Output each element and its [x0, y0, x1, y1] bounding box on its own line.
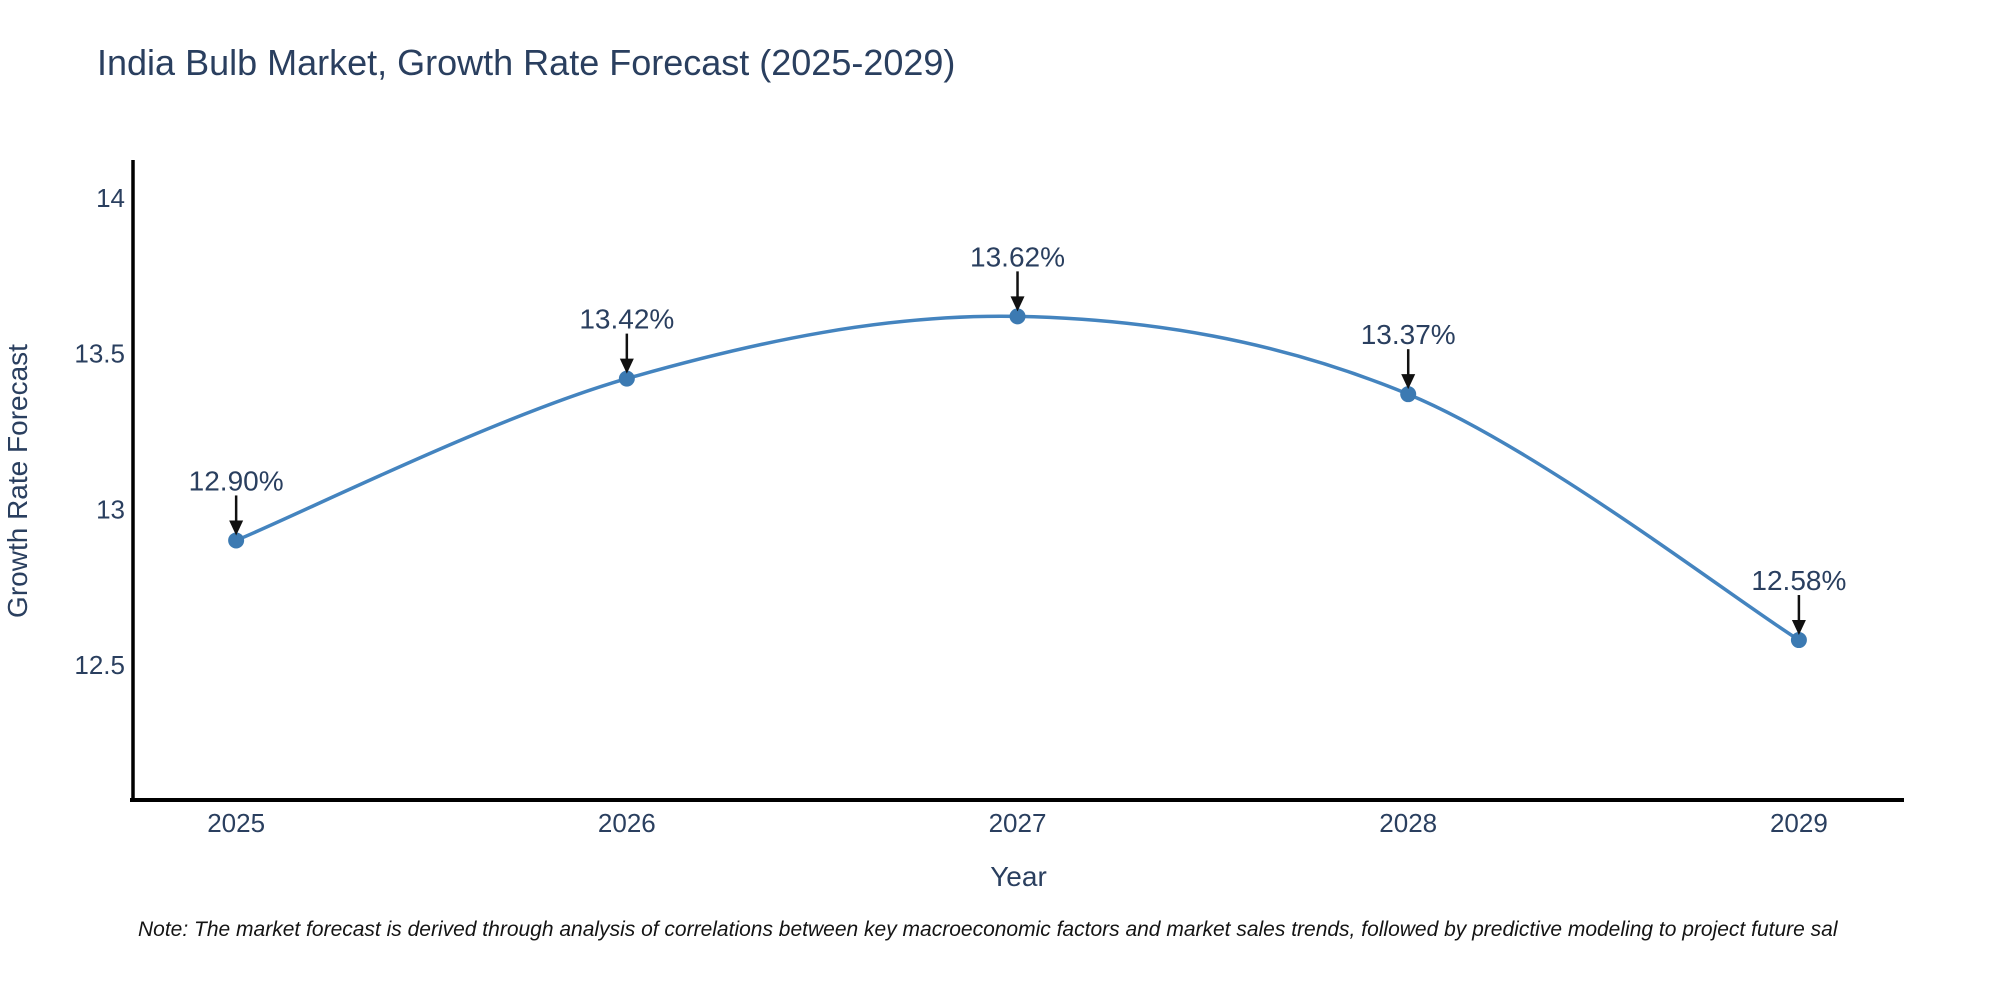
data-point-marker — [228, 532, 245, 549]
x-tick-label: 2028 — [1379, 808, 1437, 838]
annotation-arrowhead-icon — [1010, 296, 1025, 312]
annotation-label: 12.90% — [189, 465, 284, 496]
annotation-label: 13.62% — [970, 241, 1065, 272]
trend-line — [234, 314, 1801, 642]
data-point-marker — [1400, 386, 1417, 403]
y-tick-label: 12.5 — [74, 650, 125, 680]
data-point-marker — [1790, 632, 1807, 649]
y-tick-label: 14 — [96, 183, 125, 213]
y-tick-label: 13.5 — [74, 339, 125, 369]
annotation-label: 13.42% — [579, 304, 674, 335]
chart-footnote: Note: The market forecast is derived thr… — [138, 918, 1838, 941]
annotation-arrowhead-icon — [1401, 374, 1416, 390]
x-tick-label: 2029 — [1770, 808, 1828, 838]
x-tick-label: 2025 — [207, 808, 265, 838]
annotation-arrowhead-icon — [1791, 620, 1806, 636]
annotation-arrowhead-icon — [619, 358, 634, 374]
data-point-marker — [1009, 308, 1026, 325]
y-tick-label: 13 — [96, 494, 125, 524]
y-axis-title: Growth Rate Forecast — [2, 344, 33, 618]
x-axis-title: Year — [990, 861, 1047, 892]
x-tick-label: 2027 — [989, 808, 1047, 838]
data-point-marker — [618, 370, 635, 387]
annotation-arrowhead-icon — [229, 520, 244, 536]
chart-title: India Bulb Market, Growth Rate Forecast … — [97, 42, 956, 83]
annotation-label: 12.58% — [1751, 565, 1846, 596]
x-tick-label: 2026 — [598, 808, 656, 838]
annotation-label: 13.37% — [1361, 319, 1456, 350]
